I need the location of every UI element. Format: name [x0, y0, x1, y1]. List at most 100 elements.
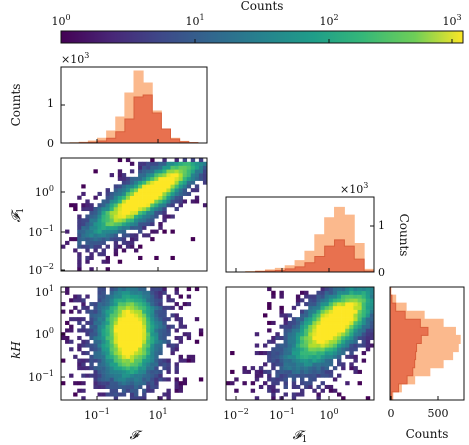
kH-vs-F1-heatmap-cell [287, 347, 293, 352]
kH-vs-F1-heatmap-cell [291, 373, 297, 378]
F1-vs-F-heatmap-cell [105, 203, 110, 208]
kH-vs-F-heatmap-cell [166, 339, 171, 344]
kH-vs-F-heatmap-cell [109, 339, 115, 344]
kH-vs-F1-heatmap-cell [361, 290, 367, 295]
kH-vs-F1-heatmap-cell [332, 377, 338, 382]
kH-vs-F-heatmap-cell [113, 396, 119, 400]
F1-vs-F-heatmap-cell [158, 203, 163, 208]
hist-F1-ylabel: Counts [397, 214, 411, 257]
kH-vs-F1-heatmap-cell [308, 343, 313, 348]
kH-vs-F-heatmap-cell [113, 369, 119, 374]
kH-vs-F1-heatmap-cell [287, 328, 293, 333]
kH-vs-F-heatmap-cell [105, 362, 110, 367]
F1-vs-F-heatmap-cell [101, 206, 106, 212]
kH-vs-F1-heatmap-cell [357, 305, 362, 310]
kH-vs-F-heatmap-cell [154, 305, 159, 310]
kH-vs-F1-heatmap-cell [300, 347, 305, 352]
kH-vs-F1-heatmap-cell [254, 377, 260, 382]
kH-vs-F-heatmap-cell [89, 317, 94, 322]
F1-vs-F-heatmap-cell [182, 169, 188, 174]
F1-vs-F-heatmap-cell [85, 222, 90, 227]
F1-vs-F-heatmap-cell [174, 199, 179, 204]
kH-vs-F-heatmap-cell [129, 377, 135, 382]
kH-vs-F1-panel: 10−2 10−1 100 𝓕1 [223, 286, 375, 445]
F1-vs-F-heatmap-cell [121, 248, 127, 253]
F1-vs-F-heatmap-cell [186, 180, 192, 185]
kH-vs-F1-heatmap-cell [308, 324, 313, 329]
kH-vs-F-heatmap-cell [162, 328, 167, 333]
kH-vs-F-heatmap-cell [109, 317, 115, 322]
F1-vs-F-heatmap-cell [182, 176, 188, 181]
kH-vs-F1-heatmap-cell [320, 335, 325, 341]
kH-vs-F-heatmap-cell [77, 335, 82, 341]
kH-vs-F-heatmap-cell [85, 366, 90, 371]
kH-vs-F-heatmap-cell [77, 298, 82, 303]
kH-vs-F1-heatmap-cell [349, 294, 354, 299]
kH-vs-F-heatmap-cell [101, 354, 106, 359]
F1-vs-F-heatmap-cell [150, 180, 155, 185]
hist-F-series-subset [61, 94, 207, 144]
kH-vs-F-heatmap-cell [158, 351, 163, 356]
kH-vs-F1-heatmap-cell [312, 335, 317, 341]
kH-vs-F-heatmap-cell [125, 351, 131, 356]
kH-vs-F1-heatmap-cell [267, 328, 272, 333]
kH-vs-F-heatmap-cell [142, 373, 147, 378]
kH-vs-F1-heatmap-cell [353, 317, 358, 322]
kH-vs-F-heatmap-cell [186, 302, 192, 307]
kH-vs-F-heatmap-cell [166, 332, 171, 337]
kH-vs-F1-heatmap-cell [341, 362, 346, 367]
kH-vs-F-heatmap-cell [129, 381, 135, 386]
F1-vs-F-heatmap-cell [150, 188, 155, 193]
kH-vs-F-heatmap-cell [158, 305, 163, 310]
F1-vs-F-heatmap-cell [105, 214, 110, 219]
F1-vs-F-heatmap-cell [162, 229, 167, 234]
kH-vs-F-heatmap-cell [194, 317, 200, 322]
kH-vs-F-heatmap-cell [109, 358, 115, 363]
kH-vs-F1-heatmap-cell [300, 366, 305, 371]
F1-vs-F-ytick-1: 10−1 [28, 224, 54, 239]
kH-vs-F1-heatmap-cell [300, 339, 305, 344]
kH-vs-F-heatmap-cell [146, 290, 151, 295]
F1-vs-F-heatmap-cell [158, 173, 163, 178]
kH-vs-F1-heatmap-cell [341, 290, 346, 295]
kH-vs-F-heatmap-cell [174, 287, 179, 292]
kH-vs-F1-heatmap-cell [258, 373, 264, 378]
kH-vs-F-heatmap-cell [150, 335, 155, 341]
kH-vs-F1-heatmap-cell [324, 302, 330, 307]
kH-vs-F1-heatmap-cell [349, 332, 354, 337]
kH-vs-F1-heatmap-cell [332, 335, 338, 341]
F1-vs-F-heatmap-cell [121, 214, 127, 219]
kH-vs-F-heatmap-cell [134, 343, 139, 348]
kH-vs-F-heatmap-cell [113, 351, 119, 356]
kH-vs-F1-heatmap-cell [279, 369, 284, 374]
F1-vs-F-heatmap-cell [77, 233, 82, 238]
kH-vs-F1-heatmap-cell [320, 309, 325, 314]
kH-vs-F-heatmap-cell [89, 347, 94, 352]
F1-vs-F-heatmap-cell [190, 165, 196, 170]
kH-vs-F1-heatmap-cell [283, 351, 288, 356]
kH-vs-F1-heatmap-cell [328, 373, 334, 378]
kH-vs-F-heatmap-cell [117, 373, 123, 378]
kH-vs-F-heatmap-cell [93, 366, 98, 371]
kH-vs-F1-heatmap-cell [341, 298, 346, 303]
F1-vs-F-heatmap-cell [125, 244, 131, 249]
F1-vs-F-heatmap-cell [166, 195, 171, 200]
kH-vs-F1-heatmap-cell [267, 287, 272, 292]
kH-vs-F-heatmap-cell [105, 377, 110, 382]
kH-vs-F-heatmap-cell [113, 294, 119, 299]
F1-vs-F-heatmap-cell [113, 233, 119, 238]
kH-vs-F1-heatmap-cell [349, 362, 354, 367]
hist-kH-xlabel: Counts [406, 427, 449, 441]
kH-vs-F1-heatmap-cell [308, 362, 313, 367]
kH-vs-F1-heatmap-cell [287, 320, 293, 325]
kH-vs-F-heatmap-cell [97, 313, 102, 318]
F1-vs-F-heatmap-cell [162, 184, 167, 189]
kH-vs-F-heatmap-cell [154, 324, 159, 329]
kH-vs-F-heatmap-cell [97, 392, 102, 397]
kH-vs-F-heatmap-cell [109, 309, 115, 314]
kH-vs-F1-heatmap-cell [267, 354, 272, 359]
kH-vs-F1-heatmap-cell [324, 343, 330, 348]
kH-vs-F1-heatmap-cell [267, 339, 272, 344]
kH-vs-F1-heatmap-cell [337, 335, 342, 341]
kH-vs-F-heatmap-cell [117, 392, 123, 397]
